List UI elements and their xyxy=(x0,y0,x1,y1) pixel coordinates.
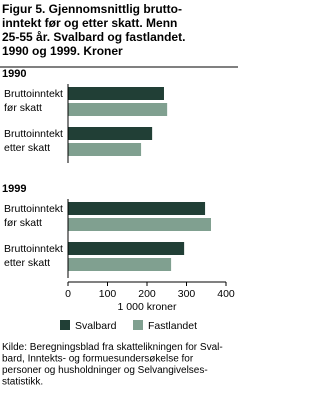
x-tick-label: 400 xyxy=(217,288,235,300)
bar xyxy=(68,258,172,271)
panel-title: 1990 xyxy=(2,68,26,80)
category-label: Bruttoinntekt før skatt xyxy=(4,203,63,229)
x-tick-label: 200 xyxy=(138,288,156,300)
bar xyxy=(68,103,168,116)
bar xyxy=(68,127,153,140)
category-label: Bruttoinntekt etter skatt xyxy=(4,243,63,269)
x-tick-label: 0 xyxy=(65,288,71,300)
legend-label: Fastlandet xyxy=(148,320,197,332)
bar xyxy=(68,218,211,231)
chart: Figur 5. Gjennomsnittlig brutto-inntekt … xyxy=(0,2,238,388)
source-note: Kilde: Beregningsblad fra skattelikninge… xyxy=(2,342,223,388)
x-tick-label: 100 xyxy=(99,288,117,300)
legend-swatch xyxy=(60,320,70,330)
x-axis-label: 1 000 kroner xyxy=(118,301,177,313)
category-label: Bruttoinntekt etter skatt xyxy=(4,128,63,154)
category-label: Bruttoinntekt før skatt xyxy=(4,88,63,114)
bar xyxy=(68,242,185,255)
bar xyxy=(68,143,142,156)
bar xyxy=(68,87,164,100)
legend-swatch xyxy=(133,320,143,330)
panel-title: 1999 xyxy=(2,183,26,195)
legend-label: Svalbard xyxy=(75,320,117,332)
x-tick-label: 300 xyxy=(178,288,196,300)
bar xyxy=(68,202,206,215)
chart-title: Figur 5. Gjennomsnittlig brutto-inntekt … xyxy=(2,2,185,58)
